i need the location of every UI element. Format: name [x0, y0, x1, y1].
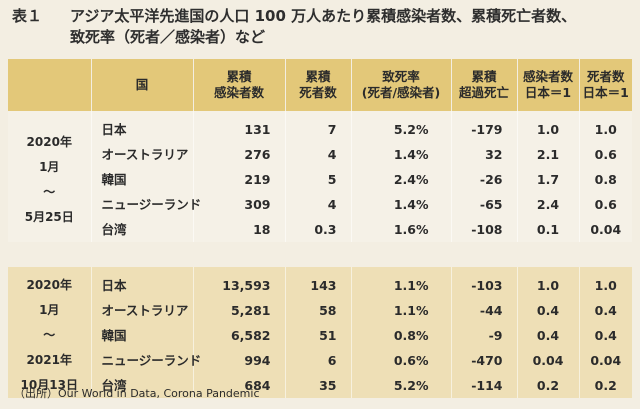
- cell-cases-ratio: 2.4: [517, 192, 580, 217]
- cell-cases-ratio: 0.4: [517, 323, 580, 348]
- cell-excess-deaths: -179: [451, 111, 518, 142]
- cell-fatality-rate: 2.4%: [351, 167, 452, 192]
- cell-deaths: 0.3: [285, 217, 352, 242]
- cell-excess-deaths: -26: [451, 167, 518, 192]
- cell-deaths-ratio: 1.0: [579, 111, 632, 142]
- cell-cases-ratio: 1.0: [517, 111, 580, 142]
- cell-excess-deaths: -65: [451, 192, 518, 217]
- header-fatality-rate: 致死率 (死者/感染者): [351, 59, 452, 111]
- cell-country: 日本: [91, 111, 194, 142]
- cell-fatality-rate: 1.6%: [351, 217, 452, 242]
- cell-country: ニュージーランド: [91, 348, 201, 373]
- cell-deaths: 5: [285, 167, 352, 192]
- cell-cases: 6,582: [193, 323, 286, 348]
- cell-deaths: 6: [285, 348, 352, 373]
- table-row: 韓国 219 5 2.4% -26 1.7 0.8: [8, 167, 632, 192]
- cell-deaths: 35: [285, 373, 352, 398]
- cell-cases: 994: [193, 348, 286, 373]
- header-deaths-ratio: 死者数 日本＝1: [579, 59, 632, 111]
- cell-deaths-ratio: 0.8: [579, 167, 632, 192]
- cell-deaths-ratio: 0.6: [579, 192, 632, 217]
- cell-deaths-ratio: 0.4: [579, 298, 632, 323]
- cell-fatality-rate: 1.1%: [351, 298, 452, 323]
- cell-cases-ratio: 1.7: [517, 167, 580, 192]
- table-row: 2020年 1月〜 5月25日 日本 131 7 5.2% -179 1.0 1.0: [8, 111, 632, 242]
- cell-deaths-ratio: 0.6: [579, 142, 632, 167]
- cell-deaths: 143: [285, 267, 352, 298]
- cell-excess-deaths: 32: [451, 142, 518, 167]
- cell-excess-deaths: -103: [451, 267, 518, 298]
- table-row: ニュージーランド 994 6 0.6% -470 0.04 0.04: [8, 348, 632, 373]
- data-table: 国 累積 感染者数 累積 死者数 致死率 (死者/感染者) 累積 超過死亡 感染者数 日本…: [8, 59, 632, 398]
- cell-country: 台湾: [91, 217, 194, 242]
- header-excess-deaths: 累積 超過死亡: [451, 59, 518, 111]
- cell-cases-ratio: 2.1: [517, 142, 580, 167]
- period-label: 2020年 1月〜 5月25日: [8, 111, 92, 242]
- cell-excess-deaths: -9: [451, 323, 518, 348]
- cell-cases: 18: [193, 217, 286, 242]
- cell-excess-deaths: -114: [451, 373, 518, 398]
- cell-fatality-rate: 1.1%: [351, 267, 452, 298]
- cell-cases-ratio: 0.4: [517, 298, 580, 323]
- table-row: ニュージーランド 309 4 1.4% -65 2.4 0.6: [8, 192, 632, 217]
- cell-country: 台湾: [91, 373, 194, 398]
- table-row: オーストラリア 276 4 1.4% 32 2.1 0.6: [8, 142, 632, 167]
- period-separator: [8, 242, 632, 267]
- table-body: 2020年 1月〜 5月25日 日本 131 7 5.2% -179 1.0 1.0 オーストラリア…: [8, 111, 632, 398]
- cell-deaths-ratio: 0.4: [579, 323, 632, 348]
- header-country: 国: [91, 59, 194, 111]
- cell-cases-ratio: 1.0: [517, 267, 580, 298]
- cell-deaths-ratio: 0.2: [579, 373, 632, 398]
- header-cases: 累積 感染者数: [193, 59, 286, 111]
- cell-excess-deaths: -108: [451, 217, 518, 242]
- cell-deaths: 51: [285, 323, 352, 348]
- cell-fatality-rate: 5.2%: [351, 373, 452, 398]
- header-cases-ratio: 感染者数 日本＝1: [517, 59, 580, 111]
- cell-cases: 309: [193, 192, 286, 217]
- cell-deaths-ratio: 1.0: [579, 267, 632, 298]
- cell-country: オーストラリア: [91, 142, 194, 167]
- cell-cases-ratio: 0.2: [517, 373, 580, 398]
- table-row: オーストラリア 5,281 58 1.1% -44 0.4 0.4: [8, 298, 632, 323]
- cell-cases: 5,281: [193, 298, 286, 323]
- cell-country: オーストラリア: [91, 298, 194, 323]
- cell-fatality-rate: 0.6%: [351, 348, 452, 373]
- cell-country: 韓国: [91, 167, 194, 192]
- cell-cases: 131: [193, 111, 286, 142]
- cell-deaths: 7: [285, 111, 352, 142]
- header-deaths: 累積 死者数: [285, 59, 352, 111]
- cell-fatality-rate: 1.4%: [351, 192, 452, 217]
- cell-deaths-ratio: 0.04: [579, 217, 632, 242]
- table-row: 2020年 1月〜 2021年 10月13日 日本 13,593 143 1.1% -103 1.…: [8, 267, 632, 398]
- table-number: 表１: [12, 7, 43, 25]
- table-row: 台湾 684 35 5.2% -114 0.2 0.2: [8, 373, 632, 398]
- cell-deaths-ratio: 0.04: [579, 348, 632, 373]
- cell-cases-ratio: 0.04: [517, 348, 580, 373]
- cell-cases: 13,593: [193, 267, 286, 298]
- cell-fatality-rate: 5.2%: [351, 111, 452, 142]
- cell-excess-deaths: -44: [451, 298, 518, 323]
- cell-cases: 219: [193, 167, 286, 192]
- cell-country: 韓国: [91, 323, 194, 348]
- cell-country: 日本: [91, 267, 194, 298]
- table-row: 台湾 18 0.3 1.6% -108 0.1 0.04: [8, 217, 632, 242]
- cell-fatality-rate: 1.4%: [351, 142, 452, 167]
- period-label: 2020年 1月〜 2021年 10月13日: [8, 267, 92, 398]
- title-line-2: 致死率（死者／感染者）など: [70, 28, 266, 46]
- cell-cases: 684: [193, 373, 286, 398]
- title-line-1: アジア太平洋先進国の人口 100 万人あたり累積感染者数、累積死亡者数、: [70, 7, 577, 25]
- cell-cases-ratio: 0.1: [517, 217, 580, 242]
- header-row: 国 累積 感染者数 累積 死者数 致死率 (死者/感染者) 累積 超過死亡 感染者数 日本…: [8, 59, 632, 111]
- table-title: 表１ アジア太平洋先進国の人口 100 万人あたり累積感染者数、累積死亡者数、 致…: [12, 6, 632, 48]
- cell-excess-deaths: -470: [451, 348, 518, 373]
- source-note: （出所）Our World in Data, Corona Pandemic: [14, 387, 260, 400]
- cell-deaths: 4: [285, 192, 352, 217]
- cell-country: ニュージーランド: [91, 192, 201, 217]
- table-row: 韓国 6,582 51 0.8% -9 0.4 0.4: [8, 323, 632, 348]
- cell-cases: 276: [193, 142, 286, 167]
- cell-deaths: 58: [285, 298, 352, 323]
- cell-deaths: 4: [285, 142, 352, 167]
- cell-fatality-rate: 0.8%: [351, 323, 452, 348]
- header-period: [8, 59, 92, 111]
